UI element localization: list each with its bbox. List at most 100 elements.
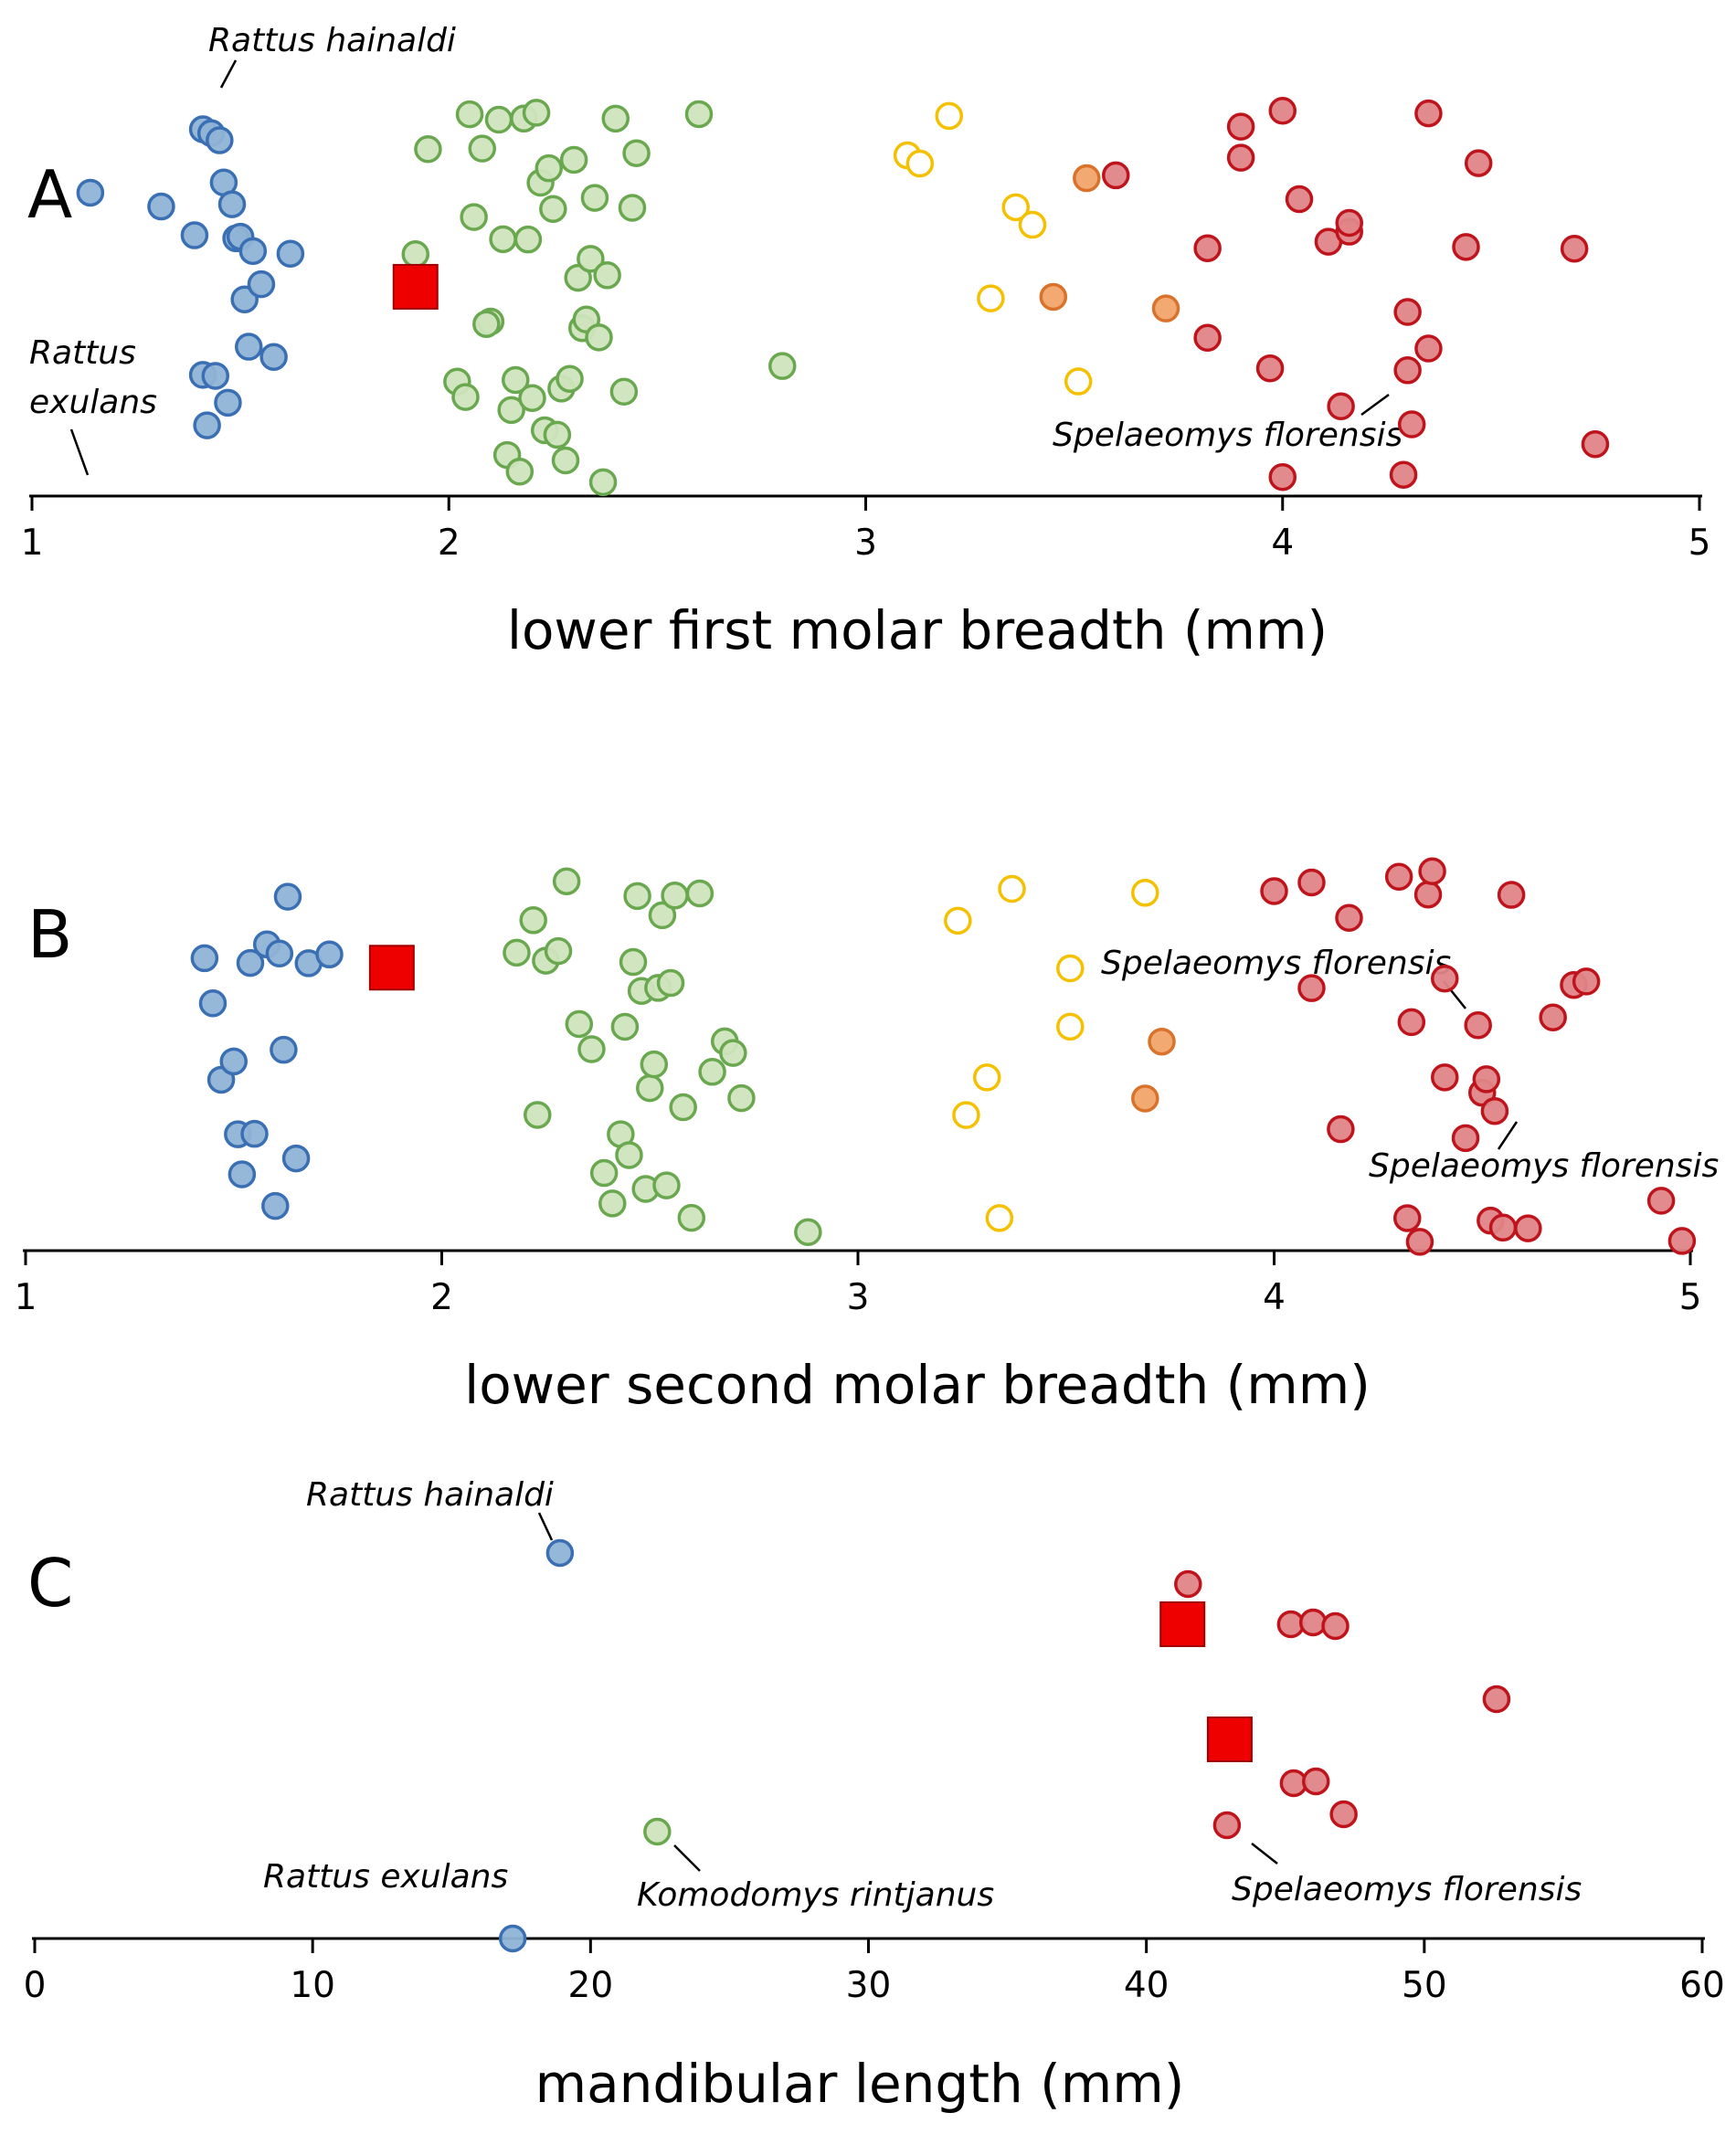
data-point-red bbox=[1431, 1063, 1459, 1092]
data-point-green bbox=[719, 1039, 747, 1067]
data-point-red bbox=[1482, 1685, 1511, 1714]
data-point-red bbox=[1321, 1611, 1350, 1641]
data-point-red bbox=[1560, 234, 1589, 263]
data-point-red bbox=[1335, 903, 1363, 932]
x-tick-label: 20 bbox=[568, 1965, 614, 2006]
data-point-orange bbox=[1148, 1027, 1176, 1056]
data-point-red bbox=[1397, 410, 1426, 438]
data-point-yellow bbox=[977, 284, 1005, 312]
data-point-green bbox=[451, 383, 480, 411]
data-point-green bbox=[727, 1083, 756, 1113]
data-point-yellow bbox=[1056, 1012, 1085, 1041]
data-point-blue bbox=[228, 1160, 257, 1188]
data-point-red bbox=[1514, 1214, 1542, 1242]
annotation-rattus-hainaldi-a: Rattus hainaldi bbox=[208, 22, 456, 59]
plot-marks: 1 2 3 4 51 2 3 4 50 10 20 30 40 50 60 bbox=[15, 97, 1725, 2006]
panel-b: 1 2 3 4 5 bbox=[15, 857, 1701, 1318]
data-point-red bbox=[1646, 1187, 1676, 1215]
data-point-red bbox=[1226, 112, 1255, 141]
data-point-green bbox=[684, 100, 714, 129]
data-point-red bbox=[1497, 881, 1526, 909]
data-point-green bbox=[768, 352, 797, 380]
data-point-green bbox=[661, 882, 689, 910]
data-point-yellow bbox=[1018, 210, 1047, 239]
data-point-green bbox=[577, 1035, 606, 1063]
data-point-square bbox=[1159, 1601, 1206, 1647]
data-point-green bbox=[468, 134, 496, 163]
data-point-red bbox=[1226, 143, 1255, 172]
x-tick-label: 40 bbox=[1124, 1965, 1170, 2006]
data-point-orange bbox=[1039, 282, 1068, 312]
data-point-green bbox=[460, 203, 488, 231]
x-tick-label: 2 bbox=[438, 523, 460, 564]
data-point-green bbox=[698, 1058, 726, 1086]
annotation-komodomys-c: Komodomys rintjanus bbox=[637, 1876, 994, 1914]
data-point-blue bbox=[217, 190, 247, 218]
data-point-green bbox=[636, 1073, 664, 1103]
data-point-green bbox=[535, 153, 563, 183]
data-point-blue bbox=[219, 1047, 248, 1076]
data-point-green bbox=[588, 468, 618, 497]
arrow-komodomys-c bbox=[673, 1844, 701, 1872]
data-point-green bbox=[497, 396, 525, 425]
data-point-green bbox=[648, 901, 677, 930]
data-point-blue bbox=[545, 1538, 575, 1568]
data-point-orange bbox=[1131, 1084, 1159, 1113]
data-point-green bbox=[522, 99, 551, 127]
data-point-blue bbox=[247, 269, 276, 299]
data-point-red bbox=[1431, 964, 1459, 993]
data-point-green bbox=[643, 1817, 672, 1846]
data-point-green bbox=[618, 194, 647, 222]
data-point-orange bbox=[1073, 164, 1101, 193]
data-point-red bbox=[1393, 1204, 1422, 1232]
data-point-red bbox=[1193, 323, 1222, 353]
data-point-green bbox=[524, 1101, 552, 1129]
data-point-yellow bbox=[935, 101, 963, 131]
x-tick-label: 1 bbox=[21, 523, 44, 564]
data-point-blue bbox=[190, 944, 219, 973]
data-point-red bbox=[1480, 1096, 1509, 1125]
data-point-yellow bbox=[1001, 193, 1030, 222]
data-point-red bbox=[1389, 460, 1418, 489]
data-point-red bbox=[1667, 1227, 1697, 1255]
x-tick-label: 2 bbox=[430, 1277, 453, 1318]
data-point-red bbox=[1212, 1811, 1242, 1840]
data-point-blue bbox=[276, 239, 305, 268]
annotation-rattus-exulans-c: Rattus exulans bbox=[263, 1858, 508, 1896]
data-point-red bbox=[1452, 233, 1480, 261]
annotation-rattus-exulans-a-line1: Rattus bbox=[29, 334, 136, 372]
data-point-green bbox=[669, 1093, 697, 1122]
data-point-green bbox=[615, 1141, 643, 1169]
data-point-yellow bbox=[1064, 367, 1093, 396]
data-point-yellow bbox=[905, 149, 935, 178]
data-point-blue bbox=[273, 882, 302, 911]
data-point-green bbox=[414, 135, 442, 164]
data-point-blue bbox=[198, 989, 228, 1018]
data-point-green bbox=[502, 365, 530, 395]
data-point-red bbox=[1260, 877, 1288, 905]
data-point-green bbox=[559, 145, 588, 174]
data-point-square bbox=[1206, 1717, 1253, 1762]
annotation-spelaeomys-c: Spelaeomys florensis bbox=[1232, 1871, 1582, 1908]
data-point-green bbox=[598, 1189, 627, 1218]
data-point-blue bbox=[240, 1119, 269, 1148]
data-point-square bbox=[392, 263, 439, 310]
arrow-rattus-hainaldi-c bbox=[537, 1512, 554, 1541]
data-point-blue bbox=[498, 1924, 527, 1953]
data-point-blue bbox=[180, 221, 209, 249]
arrow-rattus-exulans-a bbox=[69, 428, 90, 476]
data-point-green bbox=[585, 323, 613, 352]
x-tick-label: 1 bbox=[15, 1277, 37, 1318]
data-point-green bbox=[593, 261, 621, 290]
arrow-spelaeomys-b-2 bbox=[1497, 1121, 1519, 1150]
data-point-green bbox=[519, 906, 547, 935]
data-point-green bbox=[609, 377, 639, 407]
data-point-blue bbox=[259, 343, 288, 371]
data-point-square bbox=[368, 945, 415, 991]
data-point-red bbox=[1414, 99, 1443, 128]
data-point-red bbox=[1384, 862, 1413, 891]
data-point-green bbox=[455, 100, 484, 129]
data-point-green bbox=[601, 104, 630, 133]
data-point-red bbox=[1193, 234, 1222, 262]
